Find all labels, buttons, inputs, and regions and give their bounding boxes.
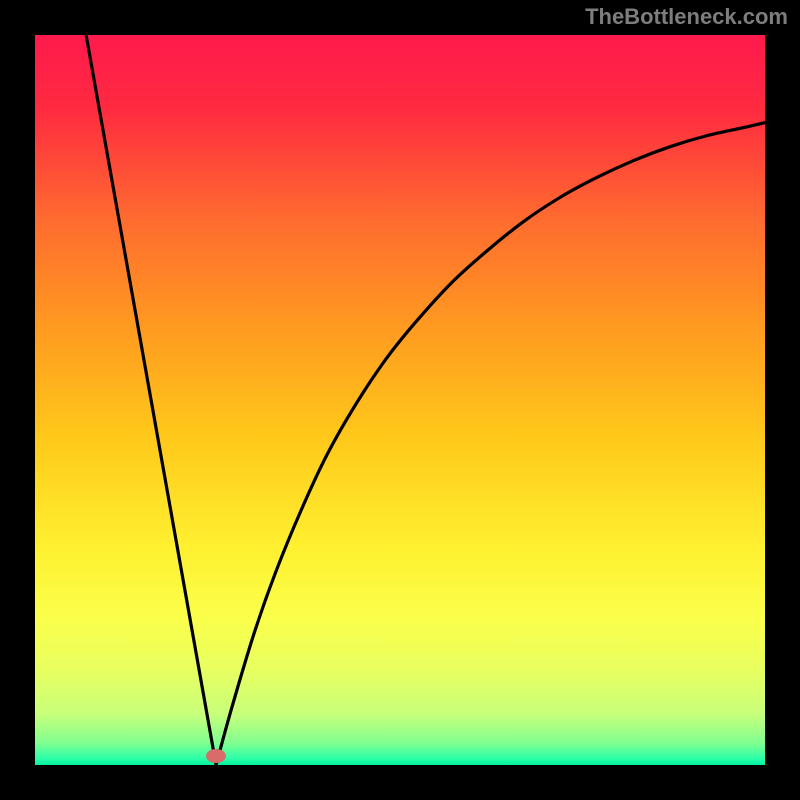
- min-marker: [206, 749, 226, 763]
- bottleneck-curve: [35, 35, 765, 765]
- plot-area: [35, 35, 765, 765]
- watermark-text: TheBottleneck.com: [585, 4, 788, 30]
- curve-path: [86, 35, 765, 765]
